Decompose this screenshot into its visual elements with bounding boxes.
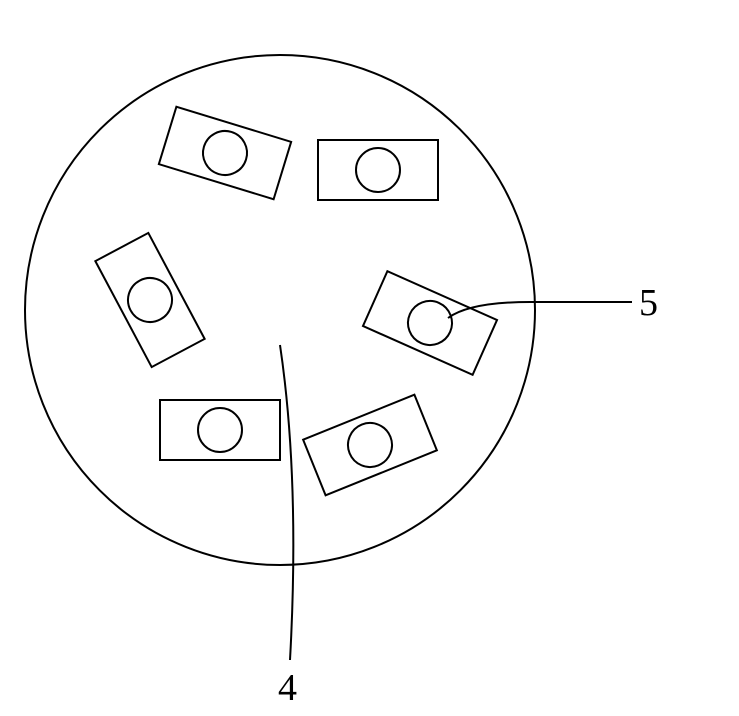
module — [318, 140, 438, 200]
module — [363, 271, 497, 375]
label-4: 4 — [278, 667, 297, 709]
module-rect — [95, 233, 204, 367]
module-hole — [401, 294, 459, 352]
label-5: 5 — [639, 282, 658, 324]
module — [160, 400, 280, 460]
module — [95, 233, 204, 367]
module-hole — [198, 408, 242, 452]
module-hole — [120, 270, 180, 330]
disk-outline — [25, 55, 535, 565]
module-hole — [356, 148, 400, 192]
module — [303, 395, 437, 496]
module-rect — [159, 107, 291, 199]
module-hole — [341, 416, 398, 473]
module-hole — [198, 126, 253, 181]
technical-diagram: 5 4 — [0, 0, 739, 716]
modules-group — [95, 107, 497, 496]
module-rect — [303, 395, 437, 496]
module — [159, 107, 291, 199]
module-rect — [363, 271, 497, 375]
leader-line-4 — [280, 345, 293, 660]
